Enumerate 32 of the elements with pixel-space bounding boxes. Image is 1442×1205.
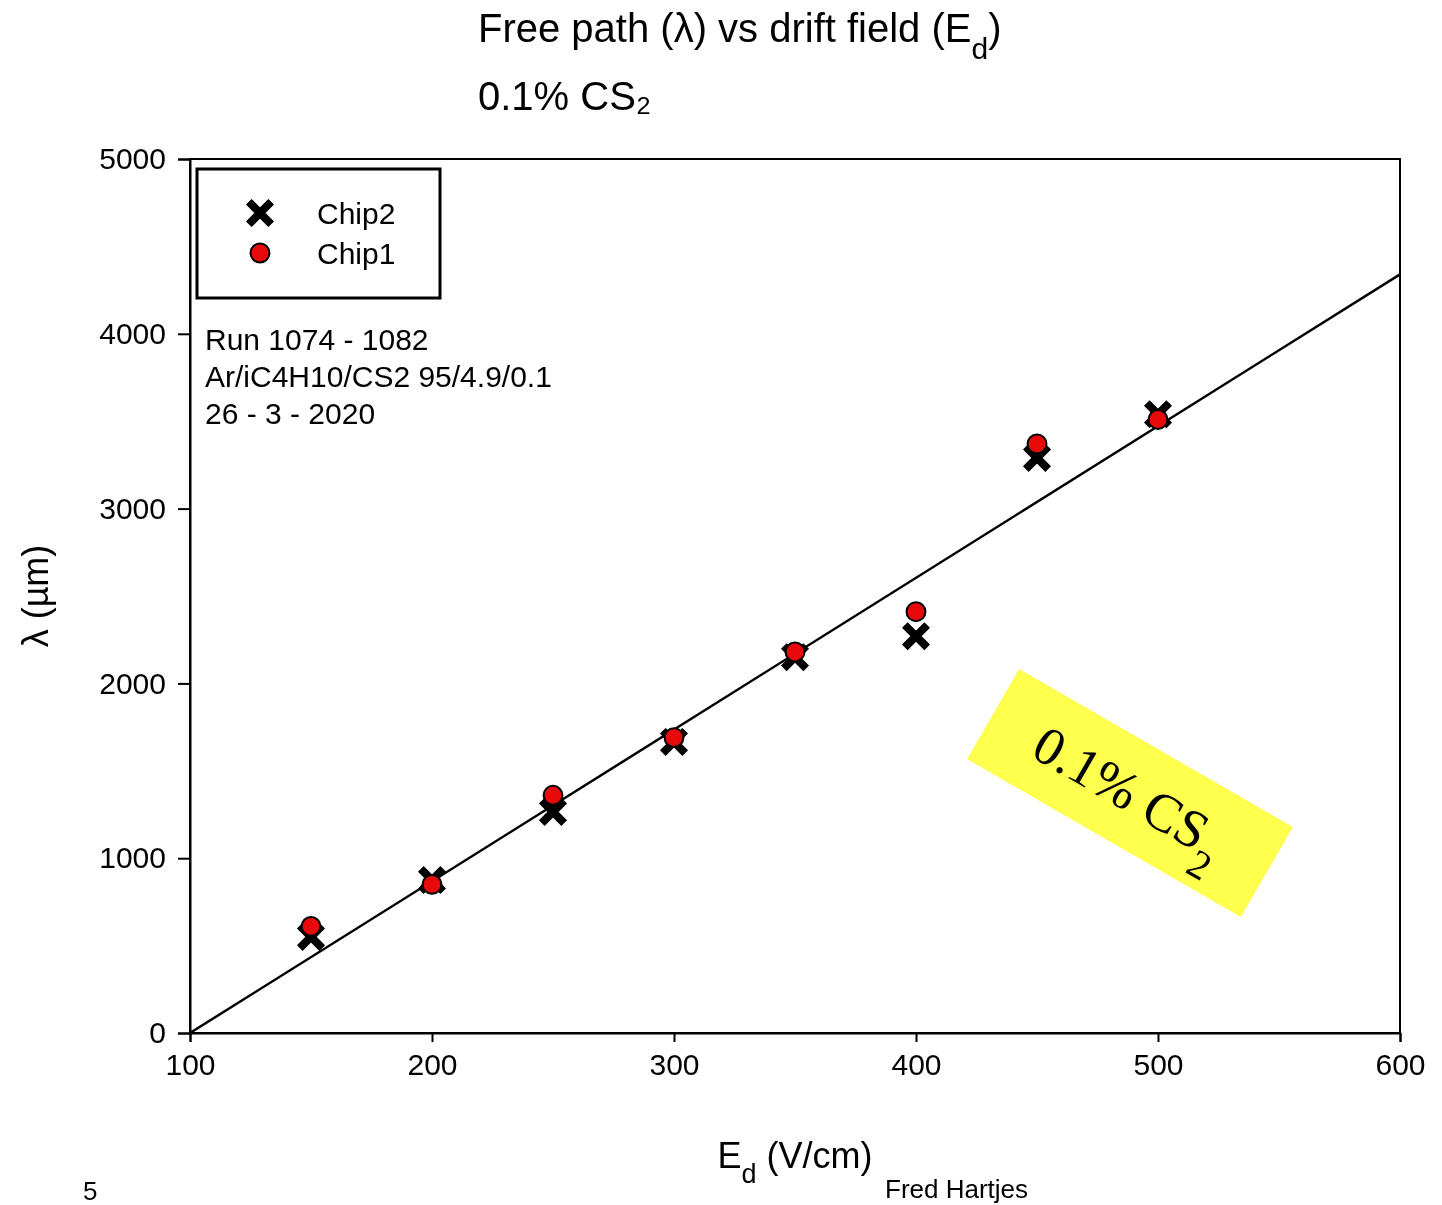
text: 5 [83, 1176, 98, 1205]
annotation: Run 1074 - 1082 [205, 323, 429, 356]
x-tick-label: 200 [407, 1048, 458, 1082]
y-tick-label: 2000 [99, 666, 166, 700]
point [421, 874, 443, 895]
chart-subtitle: 0.1% CS₂ [478, 74, 652, 118]
y-tick-label: 4000 [99, 316, 166, 350]
point [663, 727, 685, 749]
legend-label: Chip2 [317, 197, 396, 230]
y-tick-label: 3000 [99, 491, 166, 525]
y-tick-label: 5000 [99, 142, 166, 176]
y-axis-title: λ (µm) [15, 544, 56, 648]
x-tick-label: 300 [649, 1048, 700, 1082]
point [905, 601, 927, 623]
point [1026, 433, 1048, 455]
annotation: 26 - 3 - 2020 [205, 397, 376, 430]
point [784, 641, 806, 663]
y-tick-label: 1000 [99, 841, 166, 875]
point [300, 915, 322, 937]
text: Fred Hartjes [885, 1174, 1029, 1204]
point [1147, 409, 1169, 430]
chart-title: Free path (λ) vs drift field (E$_{d}$) [478, 6, 1002, 65]
annotation: Ar/iC4H10/CS2 95/4.9/0.1 [205, 360, 552, 393]
x-axis-title: E$_{d}$ (V/cm) [717, 1135, 873, 1189]
point [542, 784, 564, 806]
legend-label: Chip1 [317, 237, 396, 270]
x-tick-label: 600 [1375, 1048, 1426, 1082]
y-tick-label: 0 [149, 1016, 166, 1050]
x-tick-label: 100 [165, 1048, 216, 1082]
x-tick-label: 500 [1133, 1048, 1184, 1082]
x-tick-label: 400 [891, 1048, 942, 1082]
point [900, 620, 932, 652]
